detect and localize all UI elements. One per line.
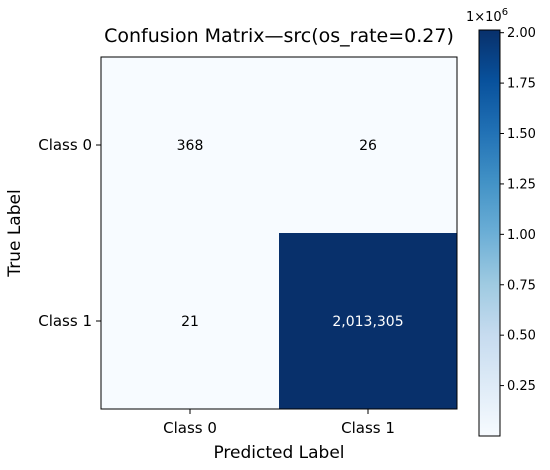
y-tick-label: Class 1	[38, 312, 92, 330]
x-axis-label: Predicted Label	[213, 443, 344, 463]
plot-frame	[100, 56, 458, 410]
matrix-cell	[279, 57, 457, 233]
y-tick-label: Class 0	[38, 136, 92, 154]
colorbar-ticks: 0.25 0.50 0.75 1.00 1.25 1.50 1.75 2.00	[500, 26, 536, 394]
matrix-cell	[101, 233, 279, 409]
colorbar-tick-label: 1.00	[507, 228, 536, 243]
colorbar	[478, 29, 501, 437]
matrix-cells: 368 26 21 2,013,305	[101, 57, 457, 409]
cell-value-label: 26	[359, 138, 377, 154]
colorbar-tick-label: 0.50	[507, 329, 536, 344]
colorbar-tick-label: 2.00	[507, 26, 536, 41]
matrix-cell	[279, 233, 457, 409]
colorbar-tick-label: 1.25	[507, 177, 536, 192]
x-tick-label: Class 1	[341, 419, 395, 437]
x-tick-label: Class 0	[163, 419, 217, 437]
cell-value-label: 368	[177, 138, 204, 154]
cell-value-label: 21	[181, 314, 199, 330]
x-axis-ticks: Class 0 Class 1	[163, 409, 395, 437]
colorbar-tick-label: 0.25	[507, 379, 536, 394]
colorbar-tick-label: 1.50	[507, 127, 536, 142]
chart-title: Confusion Matrix—src(os_rate=0.27)	[104, 25, 454, 47]
y-axis-label: True Label	[5, 189, 25, 277]
y-axis-ticks: Class 0 Class 1	[38, 136, 101, 330]
colorbar-tick-label: 1.75	[507, 77, 536, 92]
cell-value-label: 2,013,305	[332, 314, 403, 330]
colorbar-multiplier: 1×106	[466, 7, 508, 25]
colorbar-tick-label: 0.75	[507, 278, 536, 293]
matrix-cell	[101, 57, 279, 233]
